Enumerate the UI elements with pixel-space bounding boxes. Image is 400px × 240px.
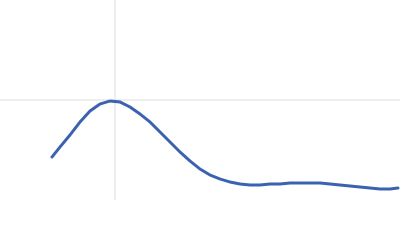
chart bbox=[0, 0, 400, 200]
data-line bbox=[50, 99, 400, 191]
